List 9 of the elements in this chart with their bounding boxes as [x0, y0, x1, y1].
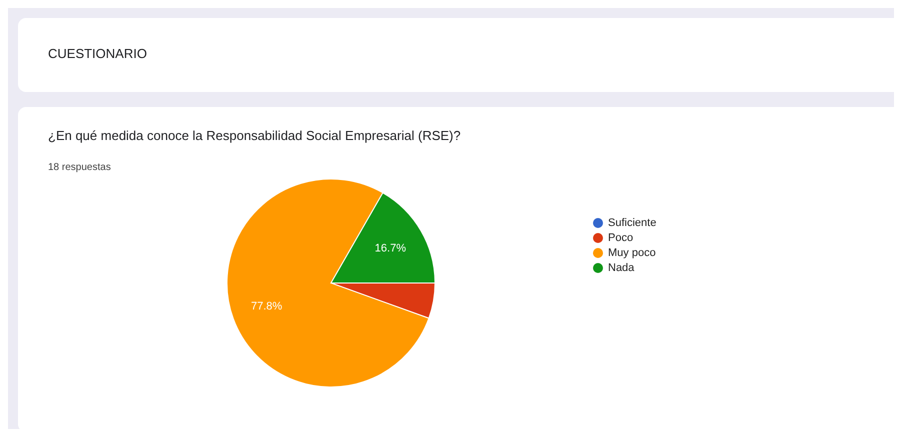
data-label: 16.7% [374, 242, 406, 255]
chart-subtitle: ¿En qué medida conoce la Responsabilidad Social Empresarial (RSE)? [48, 128, 461, 143]
legend-label: Nada [608, 262, 634, 274]
legend-label: Muy poco [608, 246, 656, 258]
text: 18 respuestas [48, 162, 111, 173]
text: CUESTIONARIO [48, 46, 147, 61]
legend-label: Poco [608, 232, 634, 244]
data-label: 77.8% [250, 300, 282, 313]
legend-label: Suficiente [608, 216, 656, 228]
